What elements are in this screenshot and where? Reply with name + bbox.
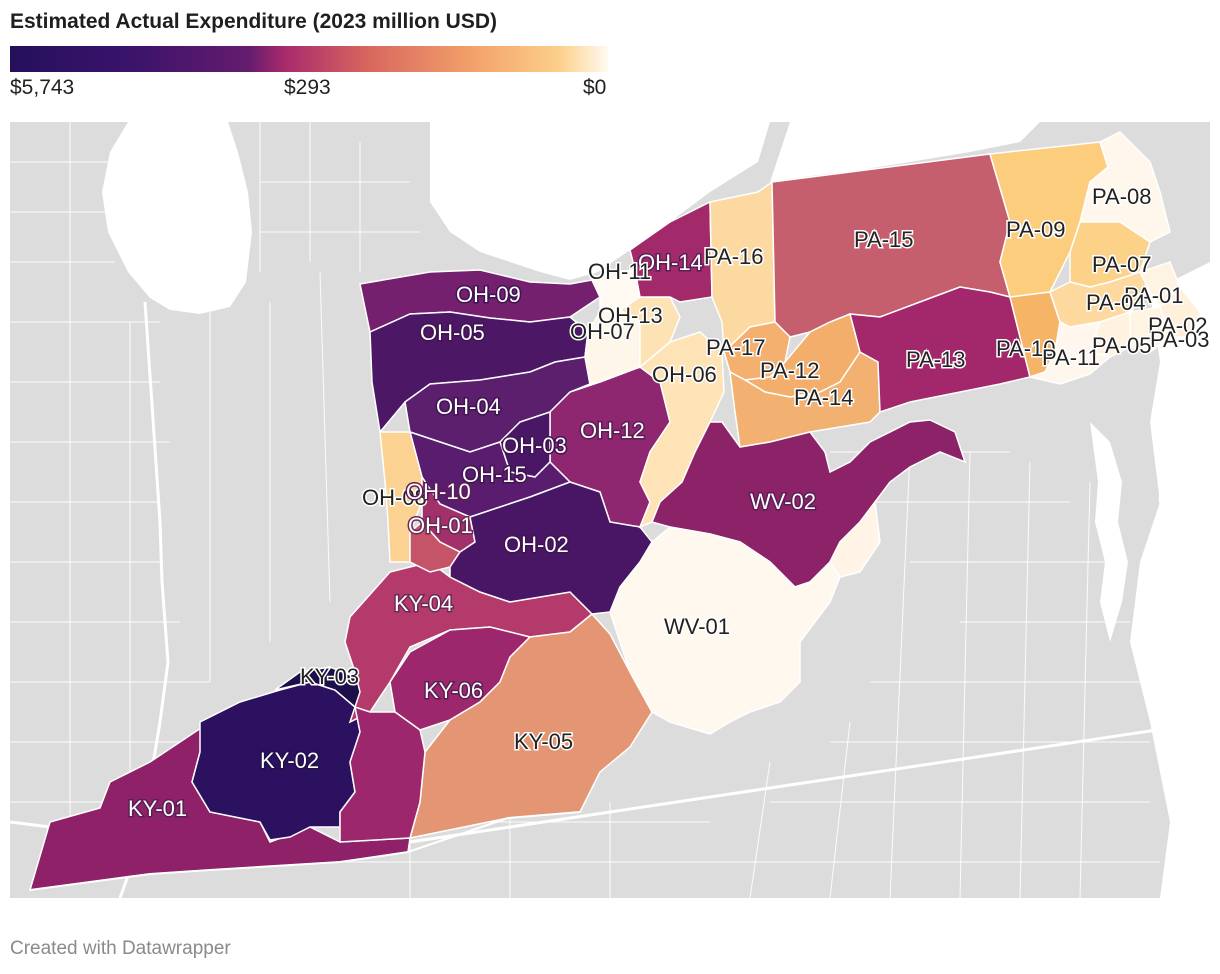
label-oh-09: OH-09: [456, 282, 521, 307]
label-ky-04: KY-04: [394, 591, 453, 616]
lake-michigan: [102, 122, 252, 314]
label-pa-14: PA-14: [794, 385, 854, 410]
label-oh-05: OH-05: [420, 320, 485, 345]
label-pa-07: PA-07: [1092, 252, 1152, 277]
district-oh-14[interactable]: [629, 200, 713, 303]
label-pa-03: PA-03: [1150, 327, 1210, 352]
map-title: Estimated Actual Expenditure (2023 milli…: [10, 10, 497, 33]
label-oh-13: OH-13: [598, 303, 663, 328]
label-oh-08: OH-08: [362, 485, 427, 510]
district-ky-rest[interactable]: [339, 705, 426, 843]
lake-erie: [430, 122, 770, 280]
label-pa-15: PA-15: [854, 227, 914, 252]
district-oh-11[interactable]: [590, 269, 641, 313]
label-pa-01: PA-01: [1124, 283, 1184, 308]
label-pa-09: PA-09: [1006, 217, 1066, 242]
label-oh-02: OH-02: [504, 532, 569, 557]
atlantic-coast: [1130, 262, 1210, 898]
label-pa-08: PA-08: [1092, 184, 1152, 209]
district-border-overlay: [29, 811, 581, 891]
label-oh-04: OH-04: [436, 394, 501, 419]
label-wv-02: WV-02: [750, 489, 816, 514]
label-pa-12: PA-12: [760, 358, 820, 383]
label-pa-11: PA-11: [1042, 345, 1100, 370]
label-oh-06: OH-06: [652, 362, 717, 387]
label-oh-15: OH-15: [462, 462, 527, 487]
label-ky-06: KY-06: [424, 678, 483, 703]
label-oh-12: OH-12: [580, 418, 645, 443]
label-pa-04: PA-04: [1086, 290, 1146, 315]
label-oh-14: OH-14: [638, 250, 703, 275]
district-wv-01[interactable]: [609, 526, 841, 735]
legend-min-label: $5,743: [10, 76, 75, 99]
district-pa-11[interactable]: [1027, 320, 1112, 385]
label-oh-03: OH-03: [502, 433, 567, 458]
label-ky-05: KY-05: [514, 729, 573, 754]
label-oh-11: OH-11: [588, 259, 651, 284]
district-wv-east[interactable]: [829, 500, 881, 578]
district-labels: PA-08 PA-09 PA-07 PA-01 PA-04 PA-02 PA-0…: [127, 183, 1211, 823]
label-pa-02: PA-02: [1148, 313, 1208, 338]
label-pa-05: PA-05: [1092, 333, 1152, 358]
label-ky-01: KY-01: [128, 796, 187, 821]
lake-ontario: [770, 122, 1040, 182]
label-ky-03: KY-03: [300, 664, 359, 689]
label-oh-01: OH-01: [408, 513, 473, 538]
label-pa-17: PA-17: [706, 335, 766, 360]
legend-max-label: $0: [583, 76, 607, 99]
label-ky-02: KY-02: [260, 748, 319, 773]
label-pa-16: PA-16: [704, 244, 764, 269]
label-oh-07: OH-07: [570, 319, 635, 344]
label-oh-10: OH-10: [406, 479, 471, 504]
chesapeake-bay: [1090, 422, 1128, 642]
color-legend-bar: [10, 46, 608, 72]
label-pa-13: PA-13: [906, 347, 966, 372]
district-oh-02[interactable]: [449, 481, 653, 615]
label-wv-01: WV-01: [664, 614, 730, 639]
legend-mid-label: $293: [284, 76, 331, 99]
label-pa-10: PA-10: [996, 336, 1056, 361]
map-area[interactable]: PA-08 PA-09 PA-07 PA-01 PA-04 PA-02 PA-0…: [10, 122, 1210, 898]
district-map[interactable]: PA-08 PA-09 PA-07 PA-01 PA-04 PA-02 PA-0…: [10, 122, 1210, 898]
credit-footer: Created with Datawrapper: [10, 938, 231, 959]
